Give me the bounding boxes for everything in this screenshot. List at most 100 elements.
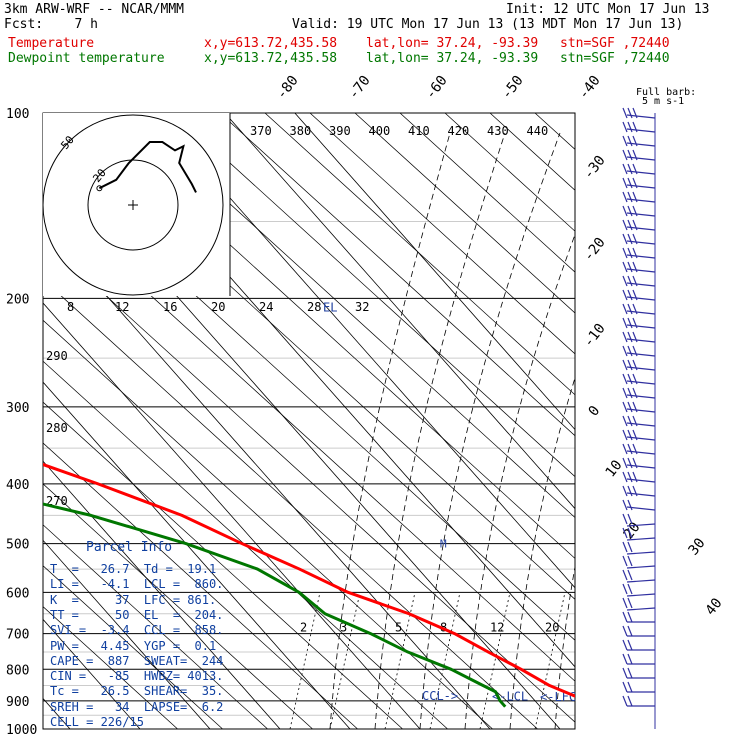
wind-barb-flag: [632, 317, 638, 329]
wind-barb-flag: [627, 401, 633, 413]
wind-barb-flag: [632, 177, 638, 189]
hodograph-speed-label: 32: [355, 300, 369, 314]
wind-barb: [622, 219, 656, 231]
isotherm: [294, 113, 575, 431]
wind-barb-shaft: [626, 464, 656, 469]
wind-barb: [622, 471, 656, 483]
wind-barb-flag: [627, 135, 633, 147]
wind-barb: [622, 107, 656, 119]
parcel-info-row: PW = 4.45 YGP = 0.1: [50, 638, 217, 653]
xy-red: x,y=613.72,435.58: [204, 36, 338, 51]
wind-barb: [622, 541, 656, 555]
wind-barb-flag: [627, 527, 633, 539]
moist-adiabat: [554, 564, 575, 729]
wind-barb-flag: [622, 233, 628, 245]
dry-adiabat: [489, 113, 575, 191]
moist-adiabat: [419, 132, 561, 729]
wind-barb-flag: [627, 163, 633, 175]
wind-barb-flag: [627, 331, 633, 343]
wind-barb: [622, 303, 656, 315]
wind-barb: [622, 625, 655, 637]
wind-barb: [622, 345, 656, 357]
wind-barb-flag: [632, 191, 638, 203]
forecast-hour: Fcst: 7 h: [4, 17, 98, 32]
wind-barb-flag: [622, 611, 628, 623]
init-time: Init: 12 UTC Mon 17 Jun 13: [506, 2, 710, 17]
wind-barb-flag: [627, 485, 633, 497]
hodograph-start: [96, 185, 103, 192]
wind-barb-flag: [632, 485, 638, 497]
mixing-ratio-line: [329, 592, 361, 729]
temperature-profile: [43, 462, 575, 698]
pressure-label: 500: [6, 538, 29, 553]
dry-adiabat: [43, 237, 575, 723]
wind-barb-flag: [632, 163, 638, 175]
moist-adiabat: [464, 233, 575, 729]
wind-barb-shaft: [626, 114, 656, 119]
wind-barb-shaft: [626, 523, 656, 527]
parcel-info-row: SVI = -3.4 CCL = 858.: [50, 623, 224, 638]
theta-label: 390: [329, 124, 351, 138]
wind-barb-flag: [627, 625, 633, 637]
wind-barb-flag: [627, 653, 633, 665]
wind-barb-flag: [632, 275, 638, 287]
barb-legend: 5 m s-1: [642, 96, 684, 107]
wind-barb: [622, 247, 656, 259]
wind-barb-flag: [632, 205, 638, 217]
wind-barb-flag: [622, 513, 628, 525]
lfc-marker: <-LFC: [540, 690, 576, 704]
isotherm: [43, 223, 491, 729]
wind-barb-flag: [632, 457, 638, 469]
wind-barb-flag: [627, 289, 633, 301]
wind-barb: [622, 569, 656, 583]
wind-barb-shaft: [626, 296, 656, 301]
wind-barb: [622, 387, 656, 399]
wind-barb-flag: [627, 429, 633, 441]
wind-barb-shaft: [626, 240, 656, 245]
hodograph-speed-label: 24: [259, 300, 273, 314]
dewpoint-profile: [43, 502, 507, 708]
isotherm-label: -80: [274, 73, 302, 103]
wind-barb: [622, 401, 656, 413]
theta-label: 410: [408, 124, 430, 138]
wind-barb: [622, 513, 656, 527]
wind-barb-flag: [627, 303, 633, 315]
wind-barb-shaft: [626, 565, 656, 569]
wind-barb-flag: [622, 373, 628, 385]
dry-adiabat: [219, 113, 575, 437]
pressure-label: 400: [6, 478, 29, 493]
dry-adiabat: [43, 319, 493, 729]
wind-barb-flag: [632, 219, 638, 231]
wind-barb-flag: [627, 415, 633, 427]
hodograph-speed-label: 20: [211, 300, 225, 314]
wind-barb-flag: [627, 373, 633, 385]
parcel-info-row: Tc = 26.5 SHEAR= 35.: [50, 684, 224, 699]
isotherm-label: -50: [499, 73, 527, 103]
wind-barb-shaft: [626, 156, 656, 161]
xy-green: x,y=613.72,435.58: [204, 51, 338, 66]
wind-barb-flag: [632, 107, 638, 119]
wind-barb-flag: [632, 331, 638, 343]
isotherm-label: 10: [603, 457, 626, 480]
wind-barb-shaft: [626, 352, 656, 357]
wind-barb: [622, 499, 656, 511]
wind-barb-flag: [632, 415, 638, 427]
wind-barb: [622, 695, 655, 707]
dry-adiabat: [43, 442, 358, 729]
wind-barb-flag: [627, 317, 633, 329]
wind-barb-flag: [622, 121, 628, 133]
wind-barb-flag: [622, 107, 628, 119]
mixing-ratio-label: 12: [490, 621, 504, 635]
wind-barb-flag: [622, 205, 628, 217]
barb-legend: Full barb:: [636, 87, 696, 98]
wind-barb-flag: [632, 289, 638, 301]
hodograph-ring: [42, 114, 224, 296]
wind-barb-flag: [622, 177, 628, 189]
isotherm: [43, 618, 141, 729]
wind-barb-flag: [622, 471, 628, 483]
wind-barb-flag: [622, 667, 628, 679]
wind-barb-flag: [622, 219, 628, 231]
wind-barb-flag: [627, 219, 633, 231]
wind-barb: [622, 275, 656, 287]
